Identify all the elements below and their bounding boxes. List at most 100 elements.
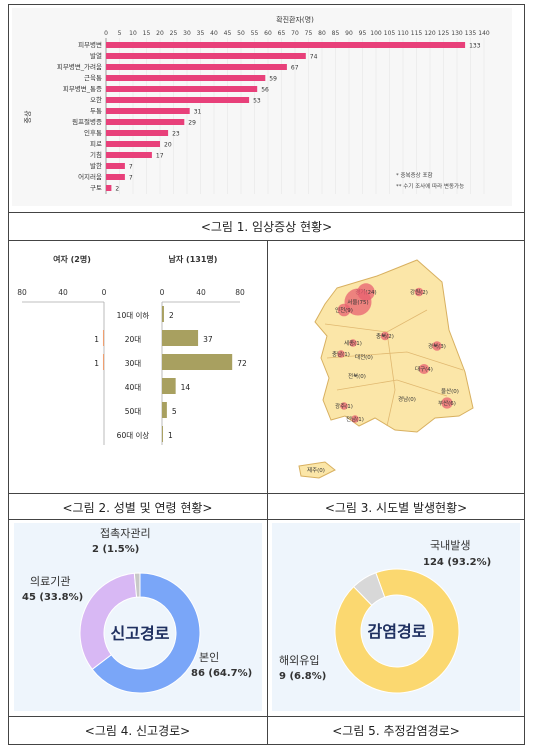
data-label: 67 xyxy=(291,65,299,72)
bar xyxy=(162,354,233,370)
slice-label: 해외유입 xyxy=(279,653,319,667)
data-label: 37 xyxy=(203,335,213,344)
donut-center-title: 신고경로 xyxy=(111,624,170,643)
x-tick-label: 80 xyxy=(17,288,27,297)
x-tick-label: 120 xyxy=(424,30,436,37)
data-label: 5 xyxy=(172,407,177,416)
y-axis-label: 증상 xyxy=(23,110,32,123)
region-label: 경북(3) xyxy=(428,343,446,350)
category-label: 50대 xyxy=(125,407,142,416)
x-tick-label: 100 xyxy=(370,30,382,37)
x-tick-label: 55 xyxy=(251,30,259,37)
region-label: 대전(0) xyxy=(355,353,373,361)
data-label: 17 xyxy=(156,153,164,160)
data-label: 23 xyxy=(172,131,180,138)
pie-slice xyxy=(133,572,141,598)
region-label: 대구(4) xyxy=(415,365,433,373)
pie-slice xyxy=(79,572,138,670)
region-label: 울산(0) xyxy=(441,387,459,395)
bar xyxy=(106,119,185,125)
x-tick-label: 5 xyxy=(118,30,122,37)
bar xyxy=(106,42,466,48)
fig1-caption: <그림 1. 임상증상 현황> xyxy=(200,220,333,234)
jeju-shape xyxy=(298,461,336,479)
region-label: 인천(9) xyxy=(335,306,353,314)
x-tick-label: 10 xyxy=(129,30,137,37)
y-tick-label: 오한 xyxy=(90,96,102,104)
x-tick-label: 95 xyxy=(359,30,367,37)
bar xyxy=(106,163,125,169)
bar xyxy=(106,185,112,191)
x-tick-label: 50 xyxy=(237,30,245,37)
data-label: 133 xyxy=(469,43,481,50)
x-tick-label: 60 xyxy=(264,30,272,37)
bar xyxy=(106,64,287,70)
x-tick-label: 35 xyxy=(197,30,205,37)
region-label: 제주(0) xyxy=(307,466,325,474)
y-tick-label: 발열 xyxy=(90,51,102,60)
region-bubble xyxy=(351,415,359,423)
bar xyxy=(106,75,266,81)
series-name: 여자 (2명) xyxy=(53,254,91,264)
category-label: 30대 xyxy=(125,359,142,368)
data-label: 59 xyxy=(269,76,277,83)
x-tick-label: 0 xyxy=(160,288,165,297)
slice-value: 86 (64.7%) xyxy=(191,668,252,679)
category-label: 10대 이하 xyxy=(117,310,150,320)
x-tick-label: 0 xyxy=(104,30,108,37)
x-tick-label: 140 xyxy=(478,30,490,37)
fig4-caption: <그림 4. 신고경로> xyxy=(84,724,191,738)
fig1-background xyxy=(12,8,512,206)
region-label: 전북(0) xyxy=(348,372,366,380)
figure-table xyxy=(8,4,525,745)
x-tick-label: 25 xyxy=(170,30,178,37)
x-tick-label: 0 xyxy=(102,288,107,297)
region-bubble xyxy=(414,287,424,297)
x-tick-label: 135 xyxy=(465,30,477,37)
x-tick-label: 70 xyxy=(291,30,299,37)
row-divider xyxy=(8,493,525,494)
category-label: 60대 이상 xyxy=(117,430,150,440)
region-label: 강원(2) xyxy=(410,288,428,296)
data-label: 7 xyxy=(129,164,133,171)
x-tick-label: 80 xyxy=(318,30,326,37)
infection-route-chart: 감염경로 국내발생 124 (93.2%) 해외유입 9 (6.8%) xyxy=(279,539,491,694)
slice-value: 2 (1.5%) xyxy=(92,544,139,555)
region-bubble xyxy=(441,397,453,409)
x-tick-label: 75 xyxy=(305,30,313,37)
donut-center-title: 감염경로 xyxy=(368,622,427,641)
footnote: ** 수기 조사에 따라 변동가능 xyxy=(396,182,464,190)
x-tick-label: 45 xyxy=(224,30,232,37)
x-tick-label: 80 xyxy=(235,288,245,297)
x-tick-label: 85 xyxy=(332,30,340,37)
x-tick-label: 40 xyxy=(196,288,206,297)
x-tick-label: 65 xyxy=(278,30,286,37)
x-tick-label: 15 xyxy=(143,30,151,37)
row-divider xyxy=(8,519,525,520)
region-label: 광주(1) xyxy=(335,403,353,410)
region-label: 충북(2) xyxy=(376,332,394,340)
bar xyxy=(106,141,160,147)
fig3-caption: <그림 3. 시도별 발생현황> xyxy=(324,501,468,515)
bar xyxy=(162,426,163,442)
x-tick-label: 90 xyxy=(345,30,353,37)
region-bubble xyxy=(380,331,390,341)
y-tick-label: 피부병변 xyxy=(78,40,102,49)
y-tick-label: 어지러움 xyxy=(78,172,102,181)
y-tick-label: 피부병변_가려움 xyxy=(57,62,102,71)
bar xyxy=(106,53,306,59)
region-label: 세종(1) xyxy=(344,339,362,347)
slice-label: 본인 xyxy=(199,651,219,664)
fig5-caption: <그림 5. 추정감염경로> xyxy=(332,724,460,738)
column-divider xyxy=(267,240,268,745)
x-tick-label: 130 xyxy=(451,30,463,37)
region-label: 전남(1) xyxy=(346,415,364,423)
data-label: 2 xyxy=(115,186,119,193)
bar xyxy=(106,130,169,136)
bar xyxy=(106,152,152,158)
x-tick-label: 40 xyxy=(210,30,218,37)
x-tick-label: 115 xyxy=(411,30,423,37)
data-label: 1 xyxy=(94,335,99,344)
x-tick-label: 105 xyxy=(384,30,396,37)
region-label: 경남(0) xyxy=(398,395,416,403)
